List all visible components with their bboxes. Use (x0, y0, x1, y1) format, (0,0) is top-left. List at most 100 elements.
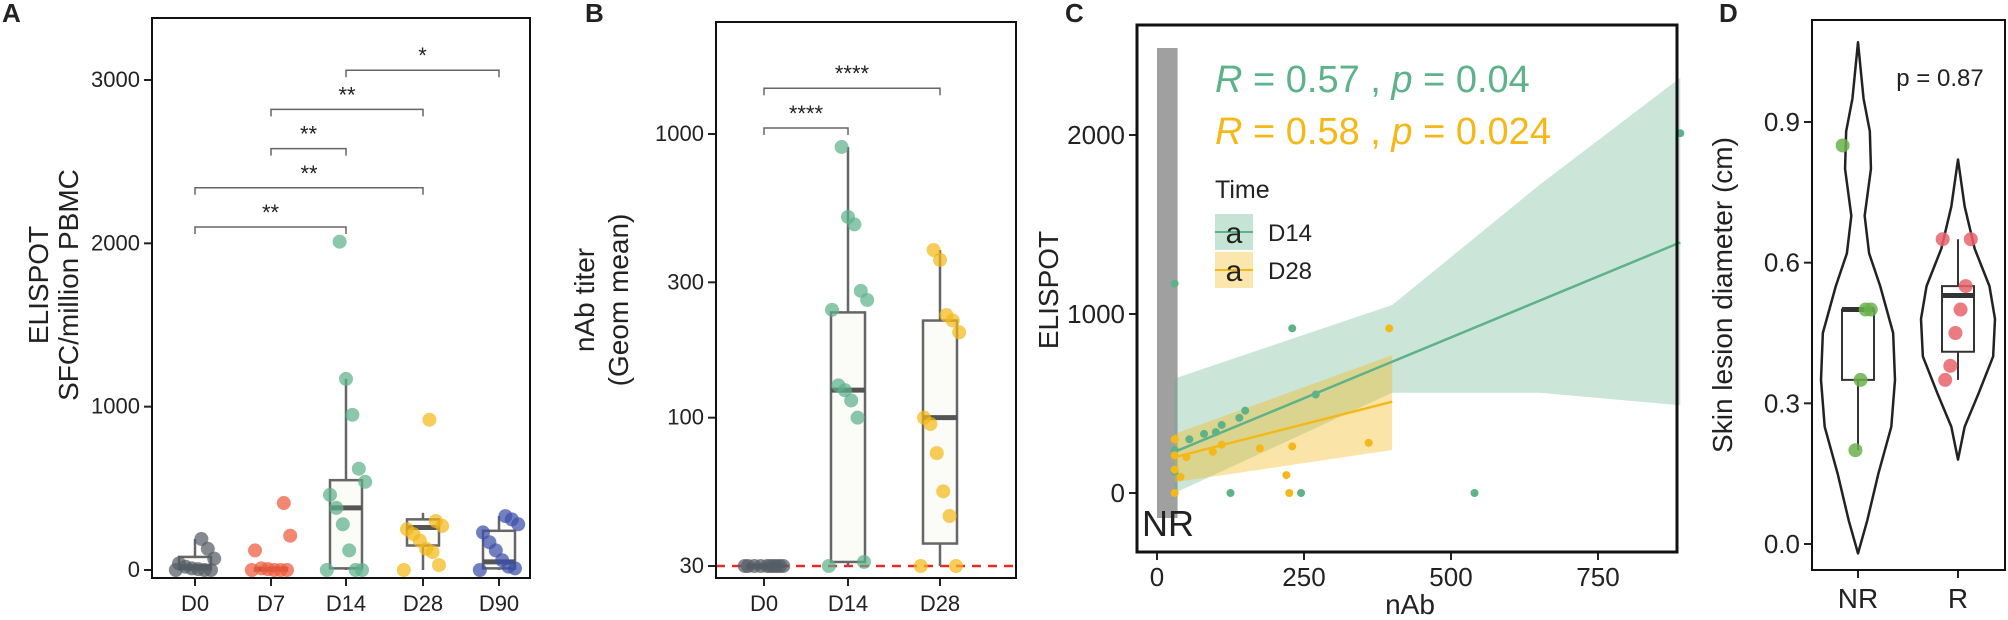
panel-b-box (829, 311, 867, 564)
panel-b-ytick-label: 1000 (655, 121, 704, 146)
panel-c-point-d28 (1182, 453, 1191, 462)
panel-c-nr-band (1157, 48, 1178, 518)
panel-d-plot: 0.0 0.3 0.6 0.9 NR Rp = 0.87 (1764, 41, 1997, 614)
panel-b-point (949, 559, 963, 573)
panel-a-sig-bracket (270, 147, 347, 156)
panel-c-corr-annotation-d14: R = 0.57 , p = 0.04 (1215, 59, 1530, 101)
panel-a-point (358, 474, 373, 489)
panel-a-point (276, 496, 291, 511)
panel-a-ytick-label: 3000 (91, 67, 140, 92)
panel-a-sig-bracket (345, 69, 500, 78)
panel-d-point (1938, 372, 1953, 387)
panel-b-point (939, 308, 954, 323)
panel-c-point-d14 (1226, 489, 1235, 497)
panel-a-point (432, 558, 446, 573)
panel-c-point-d28 (1176, 472, 1185, 481)
panel-b-ytick-label: 30 (680, 553, 704, 578)
panel-b-point (926, 243, 941, 258)
panel-d-point (1963, 232, 1978, 247)
panel-b-xtick-label: D14 (828, 591, 868, 616)
panel-b-letter: B (585, 0, 604, 28)
panel-d-point (1848, 443, 1863, 458)
panel-d-box (1941, 285, 1975, 353)
panel-a-point (335, 517, 350, 532)
panel-a-point (323, 487, 337, 502)
panel-c-point-d28 (1217, 440, 1226, 449)
panel-c-legend-key-glyph: a (1226, 255, 1243, 288)
panel-a-point (472, 563, 487, 577)
panel-b-ytick-label: 300 (667, 269, 704, 294)
panel-b-point (834, 139, 849, 154)
panel-c-nr-label: NR (1142, 503, 1194, 544)
panel-d-box (1841, 308, 1875, 381)
panel-a-sig-bracket (194, 226, 347, 234)
panel-d-xtick-label: R (1948, 583, 1968, 614)
panel-d-pvalue: p = 0.87 (1896, 65, 1983, 92)
panel-d-point (1858, 302, 1873, 317)
panel-c-point-d28 (1282, 471, 1291, 480)
panel-a: A ELISPOT SFC/million PBMC 0 1000 2000 3000… (2, 0, 531, 616)
panel-a-xtick-label: D28 (403, 591, 443, 616)
panel-d-point (1953, 302, 1968, 317)
panel-b-ylabel-line1: nAb titer (569, 248, 600, 352)
panel-b-sig-label: **** (835, 61, 870, 86)
panel-a-point (283, 528, 298, 543)
panel-a-point (476, 525, 490, 540)
panel-a-point (345, 407, 360, 422)
panel-b-point (942, 509, 957, 524)
panel-c-point-d14 (1200, 429, 1209, 438)
panel-c-corr-p-value: = 0.024 (1413, 111, 1551, 153)
panel-c-ytick-label: 0 (1111, 478, 1125, 508)
panel-d-ytick-label: 0.9 (1764, 107, 1800, 137)
panel-a-point (194, 531, 209, 546)
panel-c-ci-ribbon-d14 (1174, 77, 1681, 493)
panel-c-ylabel: ELISPOT (1033, 231, 1064, 349)
panel-c-frame (1135, 23, 1679, 554)
panel-c-legend-title: Time (1215, 176, 1270, 204)
panel-c-ytick-label: 2000 (1067, 120, 1125, 150)
panel-b-point (741, 559, 755, 573)
panel-d-violin-r (1919, 158, 1997, 461)
panel-a-frame (151, 17, 531, 579)
panel-d-point (1948, 326, 1963, 340)
panel-b-point (917, 410, 931, 425)
panel-c-xtick-label: 0 (1150, 562, 1164, 592)
panel-c-point-d28 (1255, 444, 1264, 453)
panel-b-sig-bracket (763, 87, 941, 96)
panel-c-legend-label: D14 (1268, 220, 1312, 247)
panel-c-point-d28 (1170, 451, 1179, 460)
panel-c-point-d28 (1288, 442, 1297, 451)
panel-c-ci-ribbon-d28 (1174, 355, 1393, 483)
panel-b-ylabel-line2: (Geom mean) (603, 214, 634, 387)
panel-c-point-d14 (1170, 279, 1179, 288)
panel-b-point (825, 302, 839, 317)
panel-b-point (936, 484, 951, 499)
panel-a-xtick-label: D90 (479, 591, 519, 616)
panel-b-point (844, 393, 859, 408)
panel-d-letter: D (1719, 0, 1738, 28)
panel-c-point-d14 (1470, 489, 1479, 497)
panel-b-point (952, 325, 967, 340)
panel-d-ytick-label: 0.6 (1764, 248, 1800, 278)
panel-d-point (1853, 372, 1868, 387)
panel-a-sig-label: ** (300, 122, 318, 147)
panel-a-point (498, 509, 513, 524)
panel-b-point (853, 283, 868, 298)
panel-c: C ELISPOT nAb NR 0 1000 2000 0 250 500 750 R = 0… (1033, 0, 1685, 620)
panel-a-point (172, 556, 186, 571)
panel-c-point-d14 (1311, 390, 1320, 399)
panel-c-plot: NR 0 1000 2000 0 250 500 750 R = 0.57 , p = 0.04… (1067, 48, 1685, 592)
panel-b-point (913, 559, 928, 573)
panel-d-point (1958, 279, 1973, 294)
panel-d-frame (1811, 19, 2006, 571)
panel-c-point-d14 (1297, 489, 1306, 497)
panel-a-point (400, 522, 414, 537)
panel-d: D Skin lesion diameter (cm) 0.0 0.3 0.6 0.9… (1707, 0, 2006, 614)
panel-b: B nAb titer (Geom mean) 30 100 300 1000 D0 D1… (569, 0, 1017, 616)
panel-a-sig-label: ** (338, 82, 356, 107)
panel-a-sig-label: ** (300, 161, 318, 186)
panel-d-ytick-label: 0.3 (1764, 388, 1800, 418)
panel-a-ytick-label: 1000 (91, 394, 140, 419)
panel-c-letter: C (1065, 0, 1084, 28)
